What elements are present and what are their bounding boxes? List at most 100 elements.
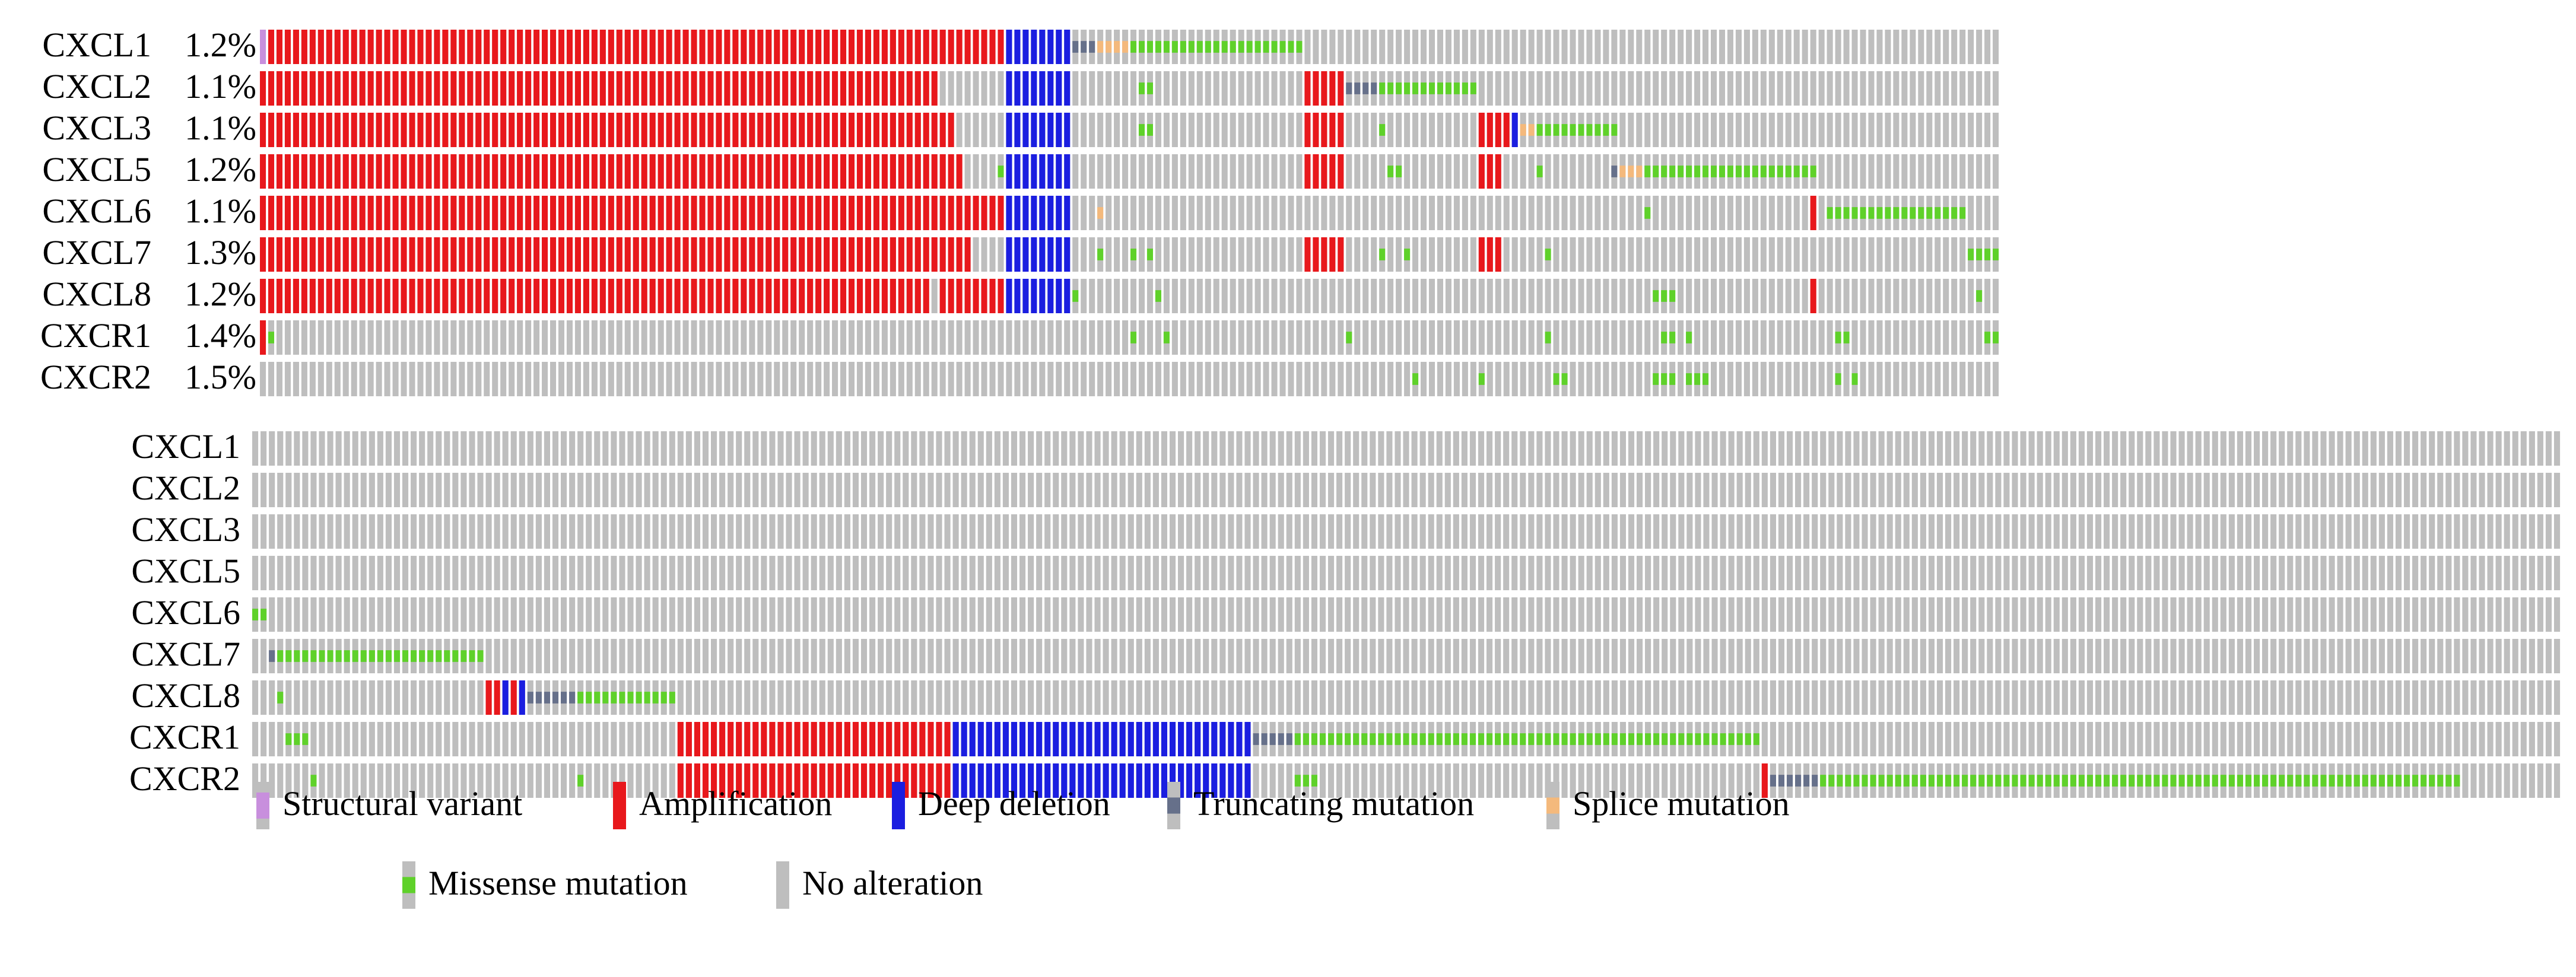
sample-cell bbox=[1338, 30, 1344, 64]
sample-cell bbox=[1303, 597, 1309, 632]
sample-cell bbox=[544, 473, 551, 507]
sample-cell bbox=[1304, 30, 1311, 64]
sample-cell bbox=[1959, 237, 1966, 272]
sample-cell bbox=[1155, 362, 1161, 396]
sample-cell bbox=[1444, 556, 1451, 590]
sample-cell bbox=[1436, 680, 1443, 715]
sample-cell bbox=[1553, 597, 1559, 632]
sample-cell bbox=[2537, 680, 2543, 715]
sample-cell bbox=[2245, 431, 2252, 466]
sample-cell bbox=[1178, 514, 1184, 549]
sample-cell bbox=[1122, 196, 1129, 230]
sample-cell bbox=[1653, 30, 1659, 64]
sample-cell bbox=[502, 556, 509, 590]
missense-mutation-cell bbox=[998, 166, 1004, 177]
sample-cell bbox=[1130, 279, 1137, 313]
sample-cell bbox=[369, 473, 375, 507]
sample-cell bbox=[1802, 237, 1808, 272]
sample-cell bbox=[827, 597, 834, 632]
amplification-cell bbox=[550, 30, 557, 64]
sample-cell bbox=[1528, 279, 1535, 313]
sample-cell bbox=[2254, 514, 2260, 549]
sample-cell bbox=[1528, 556, 1535, 590]
sample-cell bbox=[777, 680, 784, 715]
sample-cell bbox=[359, 320, 366, 355]
sample-cell bbox=[1219, 639, 1226, 673]
amplification-cell bbox=[633, 279, 639, 313]
sample-cell bbox=[1412, 237, 1419, 272]
sample-cell bbox=[1428, 556, 1434, 590]
sample-cell bbox=[1711, 597, 1718, 632]
sample-cell bbox=[1978, 680, 1985, 715]
sample-cell bbox=[1702, 196, 1709, 230]
sample-cell bbox=[252, 680, 259, 715]
sample-cell bbox=[2312, 639, 2318, 673]
missense-mutation-cell bbox=[1827, 207, 1833, 219]
amplification-cell bbox=[301, 237, 307, 272]
amplification-cell bbox=[384, 279, 390, 313]
sample-cell bbox=[1379, 362, 1386, 396]
amplification-cell bbox=[774, 237, 780, 272]
sample-cell bbox=[794, 639, 801, 673]
sample-cell bbox=[502, 473, 509, 507]
sample-cell bbox=[1263, 237, 1269, 272]
sample-cell bbox=[1670, 514, 1676, 549]
sample-cell bbox=[1803, 431, 1810, 466]
sample-cell bbox=[1106, 154, 1112, 189]
sample-cell bbox=[1653, 556, 1660, 590]
amplification-cell bbox=[317, 71, 324, 106]
sample-cell bbox=[1636, 279, 1643, 313]
amplification-cell bbox=[724, 113, 730, 147]
sample-cell bbox=[644, 473, 650, 507]
sample-cell bbox=[1412, 196, 1419, 230]
sample-cell bbox=[1119, 473, 1126, 507]
sample-cell bbox=[460, 514, 467, 549]
sample-cell bbox=[2045, 639, 2051, 673]
sample-cell bbox=[326, 362, 332, 396]
sample-cell bbox=[586, 556, 592, 590]
sample-cell bbox=[527, 556, 533, 590]
sample-cell bbox=[2454, 556, 2460, 590]
sample-cell bbox=[786, 431, 792, 466]
sample-cell bbox=[1336, 556, 1343, 590]
amplification-cell bbox=[1329, 113, 1336, 147]
sample-cell bbox=[702, 556, 709, 590]
sample-cell bbox=[2037, 639, 2043, 673]
amplification-cell bbox=[741, 279, 747, 313]
amplification-cell bbox=[359, 30, 366, 64]
sample-cell bbox=[409, 362, 415, 396]
sample-cell bbox=[561, 431, 567, 466]
sample-cell bbox=[1586, 680, 1593, 715]
amplification-cell bbox=[467, 279, 474, 313]
sample-cell bbox=[2053, 556, 2060, 590]
sample-cell bbox=[1253, 473, 1259, 507]
amplification-cell bbox=[824, 30, 830, 64]
sample-cell bbox=[694, 473, 700, 507]
sample-cell bbox=[360, 514, 367, 549]
amplification-cell bbox=[566, 196, 573, 230]
deep-deletion-cell bbox=[1006, 279, 1012, 313]
sample-cell bbox=[1511, 30, 1518, 64]
sample-cell bbox=[824, 362, 830, 396]
sample-cell bbox=[351, 362, 357, 396]
sample-cell bbox=[1230, 362, 1236, 396]
sample-cell bbox=[1670, 431, 1676, 466]
amplification-cell bbox=[1321, 237, 1327, 272]
amplification-cell bbox=[351, 113, 357, 147]
amplification-cell bbox=[807, 113, 814, 147]
sample-cell bbox=[1619, 431, 1626, 466]
track-top-cxcr1: CXCR1 1.4% bbox=[40, 316, 1999, 355]
sample-cell bbox=[807, 320, 814, 355]
sample-cell bbox=[1954, 680, 1960, 715]
amplification-cell bbox=[591, 113, 598, 147]
missense-mutation-cell bbox=[1271, 41, 1278, 53]
sample-cell bbox=[1520, 556, 1526, 590]
sample-cell bbox=[2120, 514, 2127, 549]
sample-cell bbox=[519, 597, 525, 632]
sample-cell bbox=[402, 722, 409, 756]
sample-cell bbox=[939, 362, 946, 396]
sample-cell bbox=[1793, 279, 1800, 313]
amplification-cell bbox=[467, 71, 474, 106]
sample-cell bbox=[1412, 113, 1419, 147]
sample-cell bbox=[1097, 320, 1104, 355]
